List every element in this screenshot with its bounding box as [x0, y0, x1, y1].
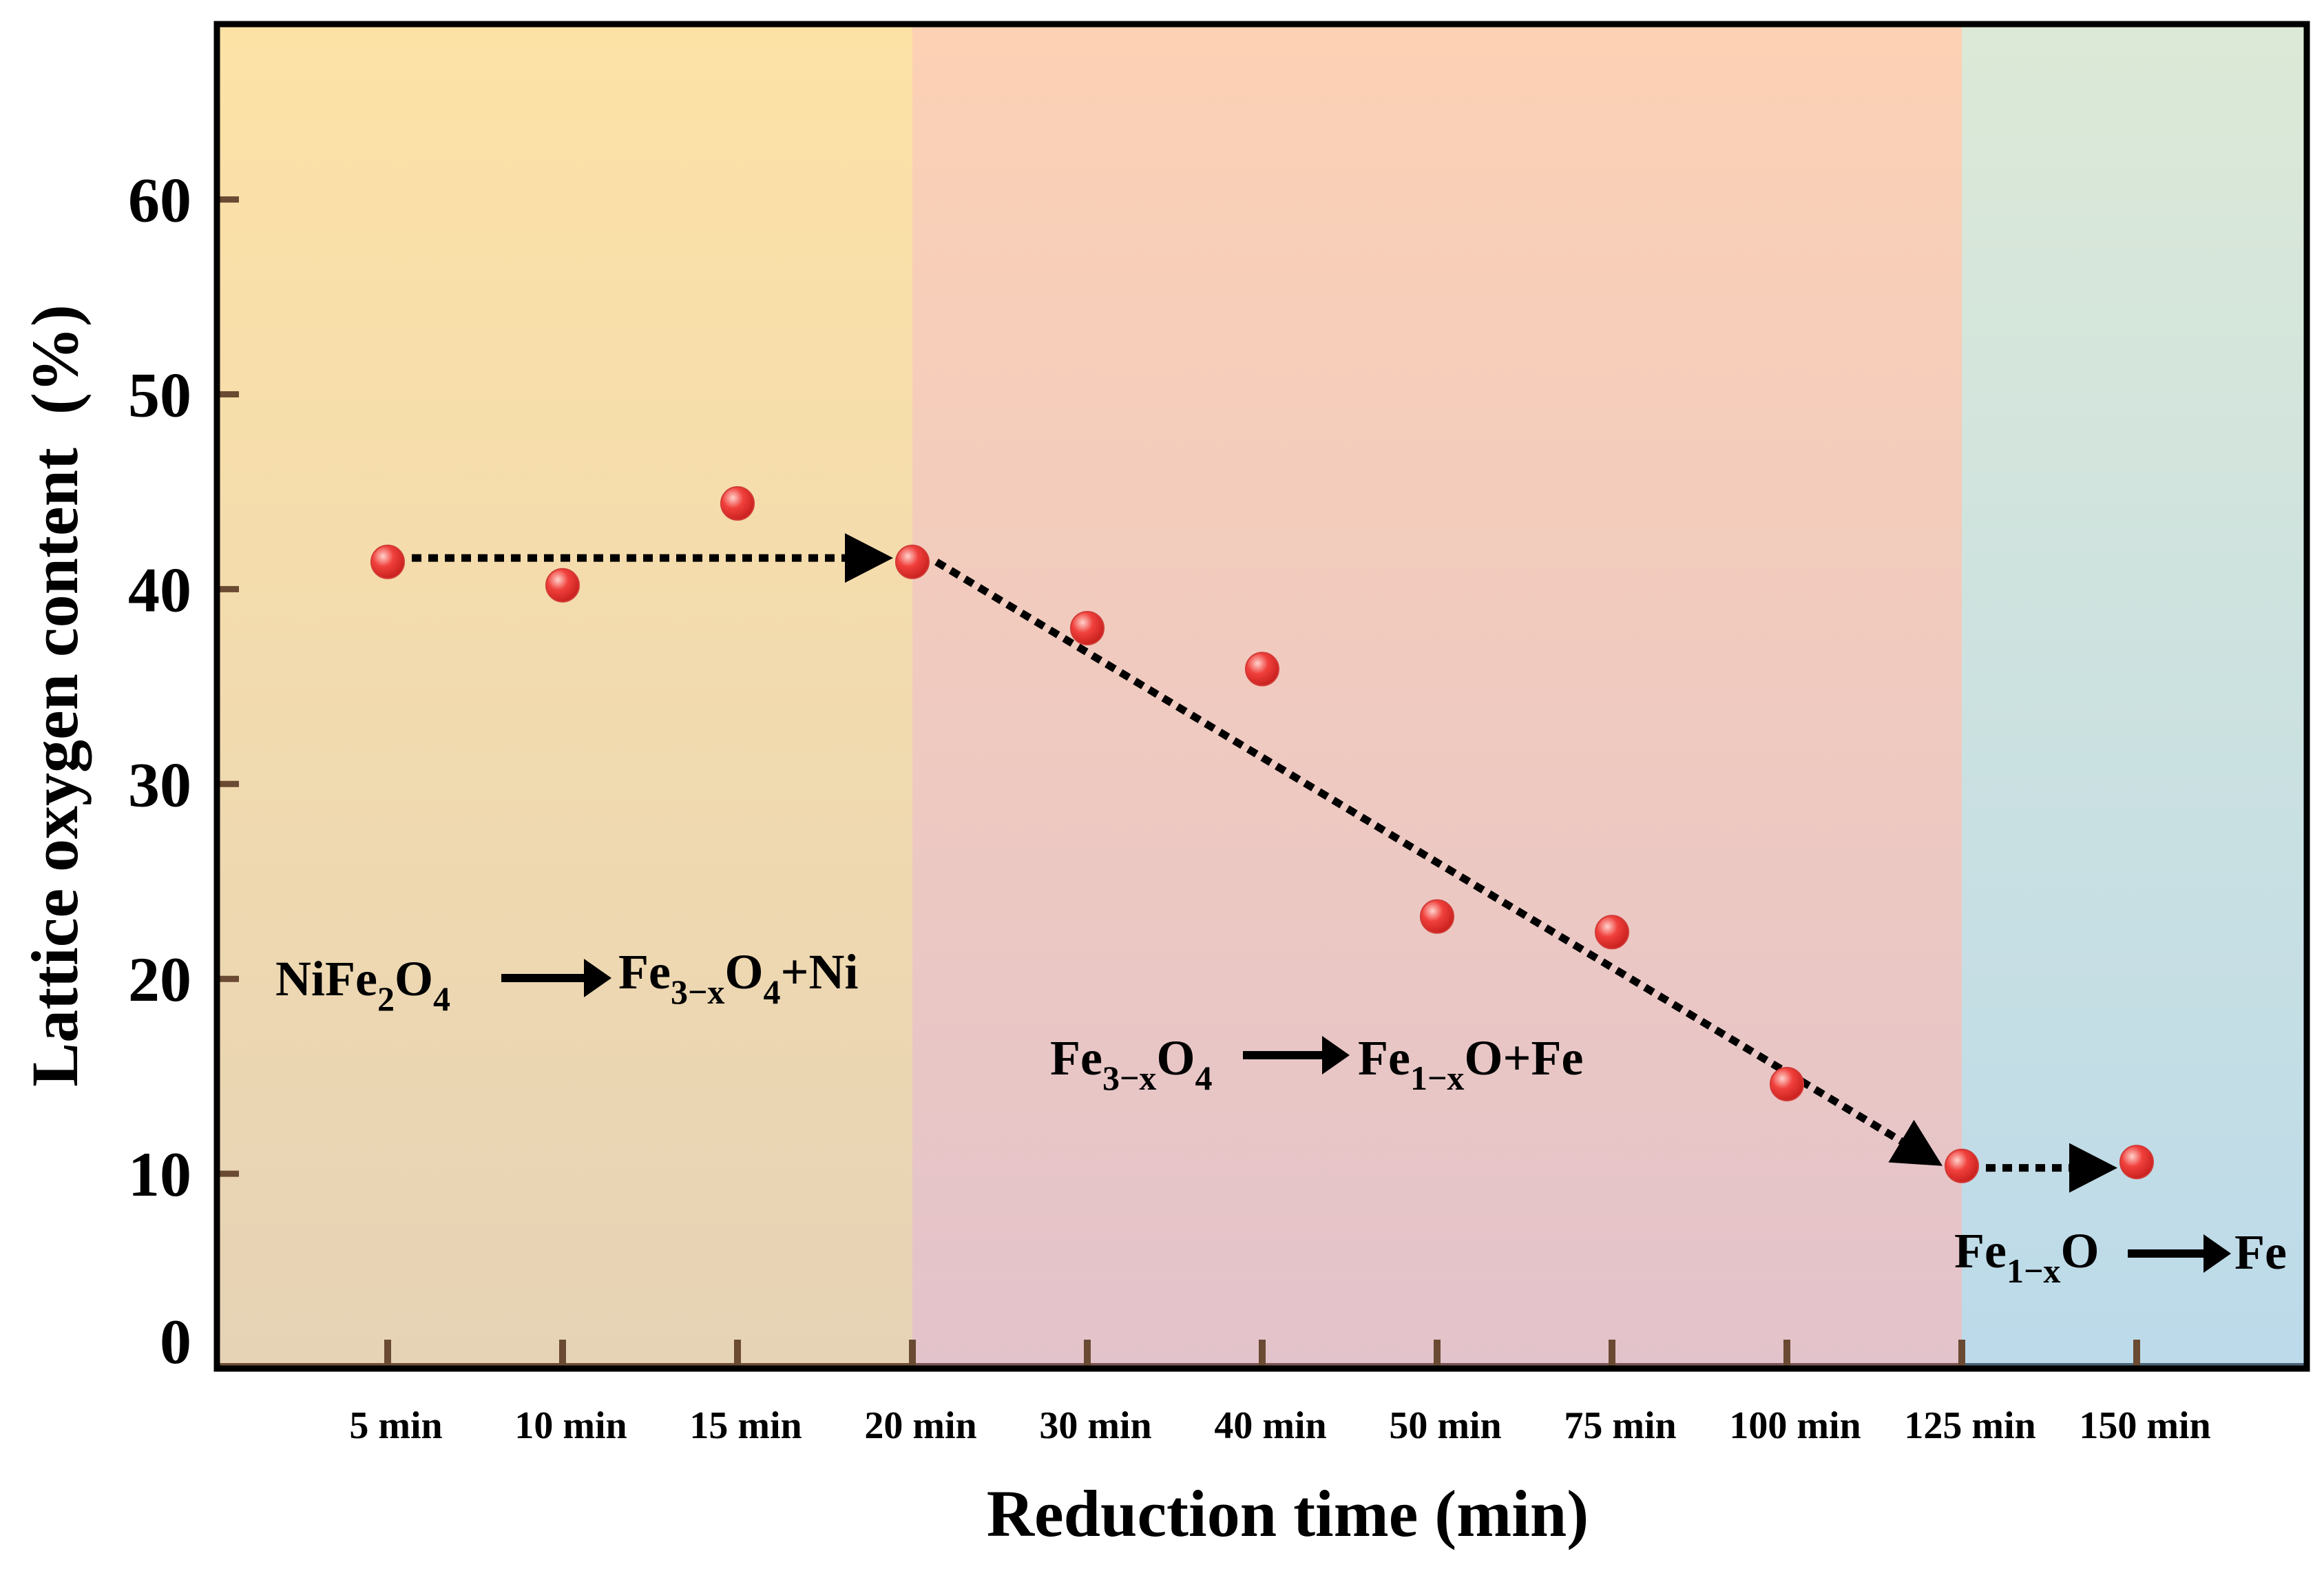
r1-product-sub1: 3−x: [671, 973, 725, 1011]
xtick-label-6: 50 min: [1389, 1404, 1501, 1447]
xtick-label-7: 75 min: [1564, 1404, 1676, 1447]
svg-text:Fe3−xO4: Fe3−xO4: [1050, 1030, 1212, 1097]
reaction-annotation-2: Fe3−xO4 Fe1−xO+Fe: [1050, 1030, 1583, 1097]
ytick-label-10: 10: [128, 1139, 191, 1209]
ytick-label-40: 40: [128, 554, 191, 625]
xtick-label-8: 100 min: [1729, 1404, 1861, 1447]
data-point-0: [370, 544, 405, 579]
y-axis-ticks: 0 10 20 30 40 50 60: [128, 165, 239, 1377]
stage-regions: [217, 24, 2307, 1369]
ytick-label-0: 0: [160, 1307, 191, 1377]
x-axis-ticks: 5 min 10 min 15 min 20 min 30 min 40 min 50 mi…: [349, 1340, 2211, 1447]
xtick-label-1: 10 min: [514, 1404, 627, 1447]
data-point-7: [1595, 915, 1629, 950]
reaction-annotation-1: NiFe2O4 Fe3−xO4+Ni: [275, 944, 858, 1018]
xtick-label-2: 15 min: [689, 1404, 802, 1447]
region-stage-3: [1962, 24, 2307, 1369]
data-point-2: [720, 486, 755, 521]
r2-arrowhead: [1322, 1036, 1350, 1074]
data-point-10: [2119, 1145, 2154, 1180]
data-point-5: [1245, 652, 1279, 687]
xtick-label-10: 150 min: [2079, 1404, 2210, 1447]
r2-reactant: Fe: [1050, 1030, 1102, 1085]
data-points: [370, 486, 2154, 1183]
svg-text:Fe3−xO4+Ni: Fe3−xO4+Ni: [618, 944, 858, 1011]
r1-reactant-sub1: 2: [377, 979, 395, 1018]
ytick-label-60: 60: [128, 165, 191, 236]
data-point-6: [1420, 899, 1454, 934]
x-axis-title: Reduction time (min): [987, 1477, 1589, 1550]
data-point-4: [1070, 610, 1105, 645]
xtick-label-4: 30 min: [1039, 1404, 1151, 1447]
trend-line-2: [934, 559, 1903, 1145]
xtick-label-9: 125 min: [1904, 1404, 2035, 1447]
r1-arrowhead: [584, 959, 611, 997]
ytick-label-20: 20: [128, 944, 191, 1015]
r2-product-mid: O+Fe: [1464, 1030, 1583, 1085]
data-point-3: [895, 544, 930, 579]
r2-product: Fe: [1358, 1030, 1410, 1085]
y-axis-title: Lattice oxygen content (%): [18, 304, 92, 1087]
r2-reactant-mid: O: [1156, 1030, 1195, 1085]
r3-product: Fe: [2234, 1225, 2287, 1280]
r2-reactant-sub1: 3−x: [1102, 1059, 1157, 1097]
r1-product: Fe: [618, 944, 671, 999]
r1-product-sub2: 4: [763, 973, 780, 1011]
r1-product-mid: O: [724, 944, 763, 999]
svg-text:Fe1−xO+Fe: Fe1−xO+Fe: [1358, 1030, 1583, 1097]
svg-text:NiFe2O4: NiFe2O4: [275, 951, 450, 1018]
ytick-label-50: 50: [128, 360, 191, 430]
plot-frame: [213, 21, 2310, 1372]
xtick-label-0: 5 min: [349, 1404, 442, 1447]
region-stage-2: [912, 24, 1962, 1369]
region-stage-1: [217, 24, 912, 1369]
r1-reactant-sub2: 4: [433, 979, 450, 1018]
xtick-label-5: 40 min: [1214, 1404, 1326, 1447]
trend-arrowhead-2: [1888, 1119, 1943, 1166]
r3-reactant: Fe: [1954, 1223, 2007, 1278]
r2-reactant-sub2: 4: [1195, 1059, 1212, 1097]
data-point-8: [1770, 1066, 1804, 1101]
ytick-label-30: 30: [128, 749, 191, 820]
r2-product-sub1: 1−x: [1410, 1059, 1465, 1097]
r1-reactant-mid: O: [395, 951, 433, 1006]
xtick-label-3: 20 min: [864, 1404, 976, 1447]
trend-arrows: [412, 533, 2117, 1193]
r3-reactant-mid: O: [2060, 1223, 2099, 1278]
reaction-annotation-3: Fe1−xO Fe: [1954, 1223, 2287, 1290]
r3-reactant-sub1: 1−x: [2007, 1251, 2061, 1290]
data-point-9: [1945, 1148, 1979, 1183]
r1-product-tail: +Ni: [780, 944, 858, 999]
r1-reactant: NiFe: [275, 951, 377, 1006]
trend-arrowhead-3: [2069, 1143, 2117, 1193]
data-point-1: [545, 568, 580, 603]
r3-arrowhead: [2203, 1234, 2231, 1273]
trend-arrowhead-1: [845, 533, 893, 583]
svg-text:Fe1−xO: Fe1−xO: [1954, 1223, 2099, 1290]
